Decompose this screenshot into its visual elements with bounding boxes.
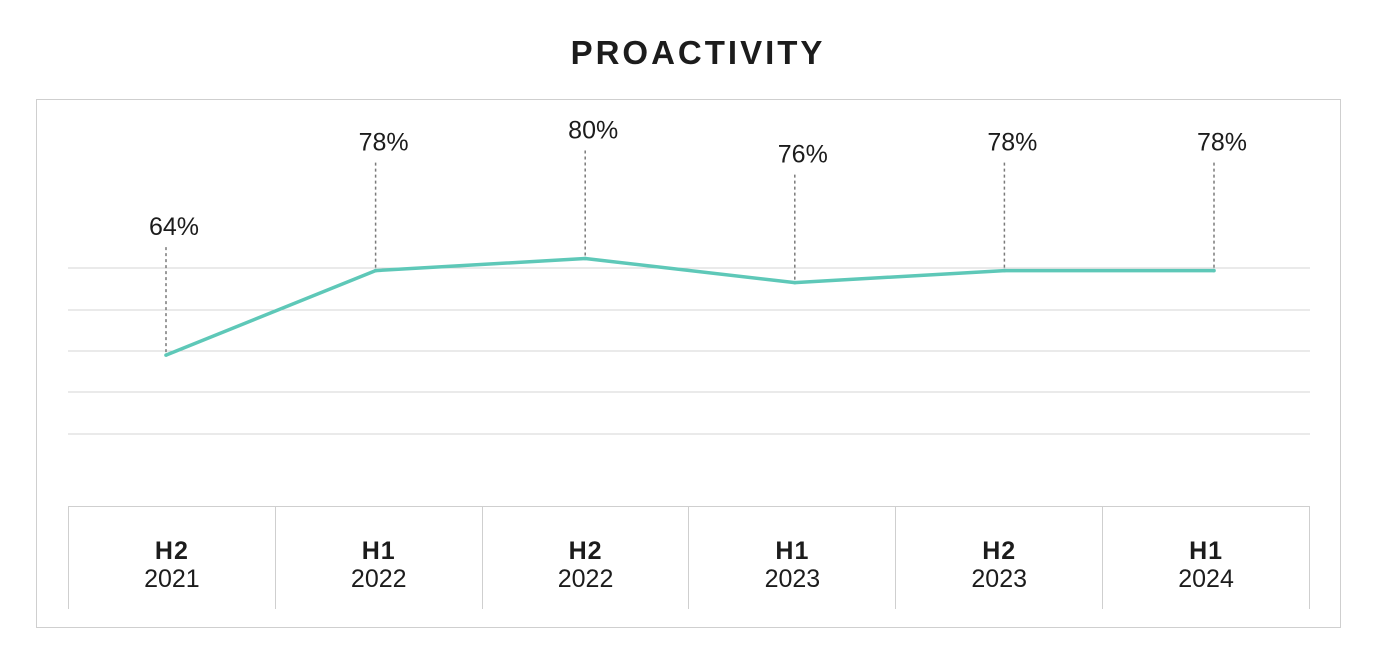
label-leaders	[165, 150, 1215, 356]
gridlines	[68, 267, 1310, 435]
series-line	[164, 256, 1216, 357]
category-cell: H1 2023	[688, 507, 895, 609]
category-cell: H1 2022	[274, 507, 482, 609]
category-year-label: 2022	[557, 565, 614, 593]
chart-title: PROACTIVITY	[570, 34, 826, 71]
category-half-label: H1	[775, 537, 810, 565]
data-label: 64%	[149, 213, 199, 241]
data-label: 78%	[987, 129, 1037, 157]
category-year-label: 2021	[144, 565, 200, 593]
data-point	[164, 353, 168, 357]
category-half-label: H2	[982, 537, 1017, 565]
category-cell: H1 2024	[1102, 507, 1310, 609]
category-cell: H2 2022	[481, 507, 689, 609]
data-point	[1212, 268, 1216, 273]
data-label: 76%	[778, 141, 828, 169]
category-cell: H2 2023	[895, 507, 1102, 609]
data-point	[793, 280, 797, 285]
series-polyline	[165, 256, 1214, 357]
data-label: 78%	[1197, 129, 1247, 157]
category-half-label: H1	[361, 537, 396, 565]
data-point	[1002, 268, 1007, 273]
data-label: 78%	[359, 129, 409, 157]
category-half-label: H2	[154, 537, 189, 565]
chart-frame	[36, 99, 1341, 628]
category-year-label: 2022	[350, 565, 407, 593]
data-point	[583, 256, 587, 261]
category-half-label: H1	[1189, 537, 1224, 565]
category-year-label: 2024	[1178, 565, 1234, 593]
data-point	[373, 268, 378, 273]
category-year-label: 2023	[764, 565, 821, 593]
category-year-label: 2023	[971, 565, 1028, 593]
data-label: 80%	[568, 117, 618, 145]
category-half-label: H2	[568, 537, 603, 565]
data-labels: 64% 78% 80% 76% 78% 78%	[149, 117, 1247, 242]
category-cell: H2 2021	[68, 507, 275, 609]
category-axis: H2 2021 H1 2022 H2 2022 H1 2023 H2 2023 H1 2024	[68, 506, 1310, 609]
